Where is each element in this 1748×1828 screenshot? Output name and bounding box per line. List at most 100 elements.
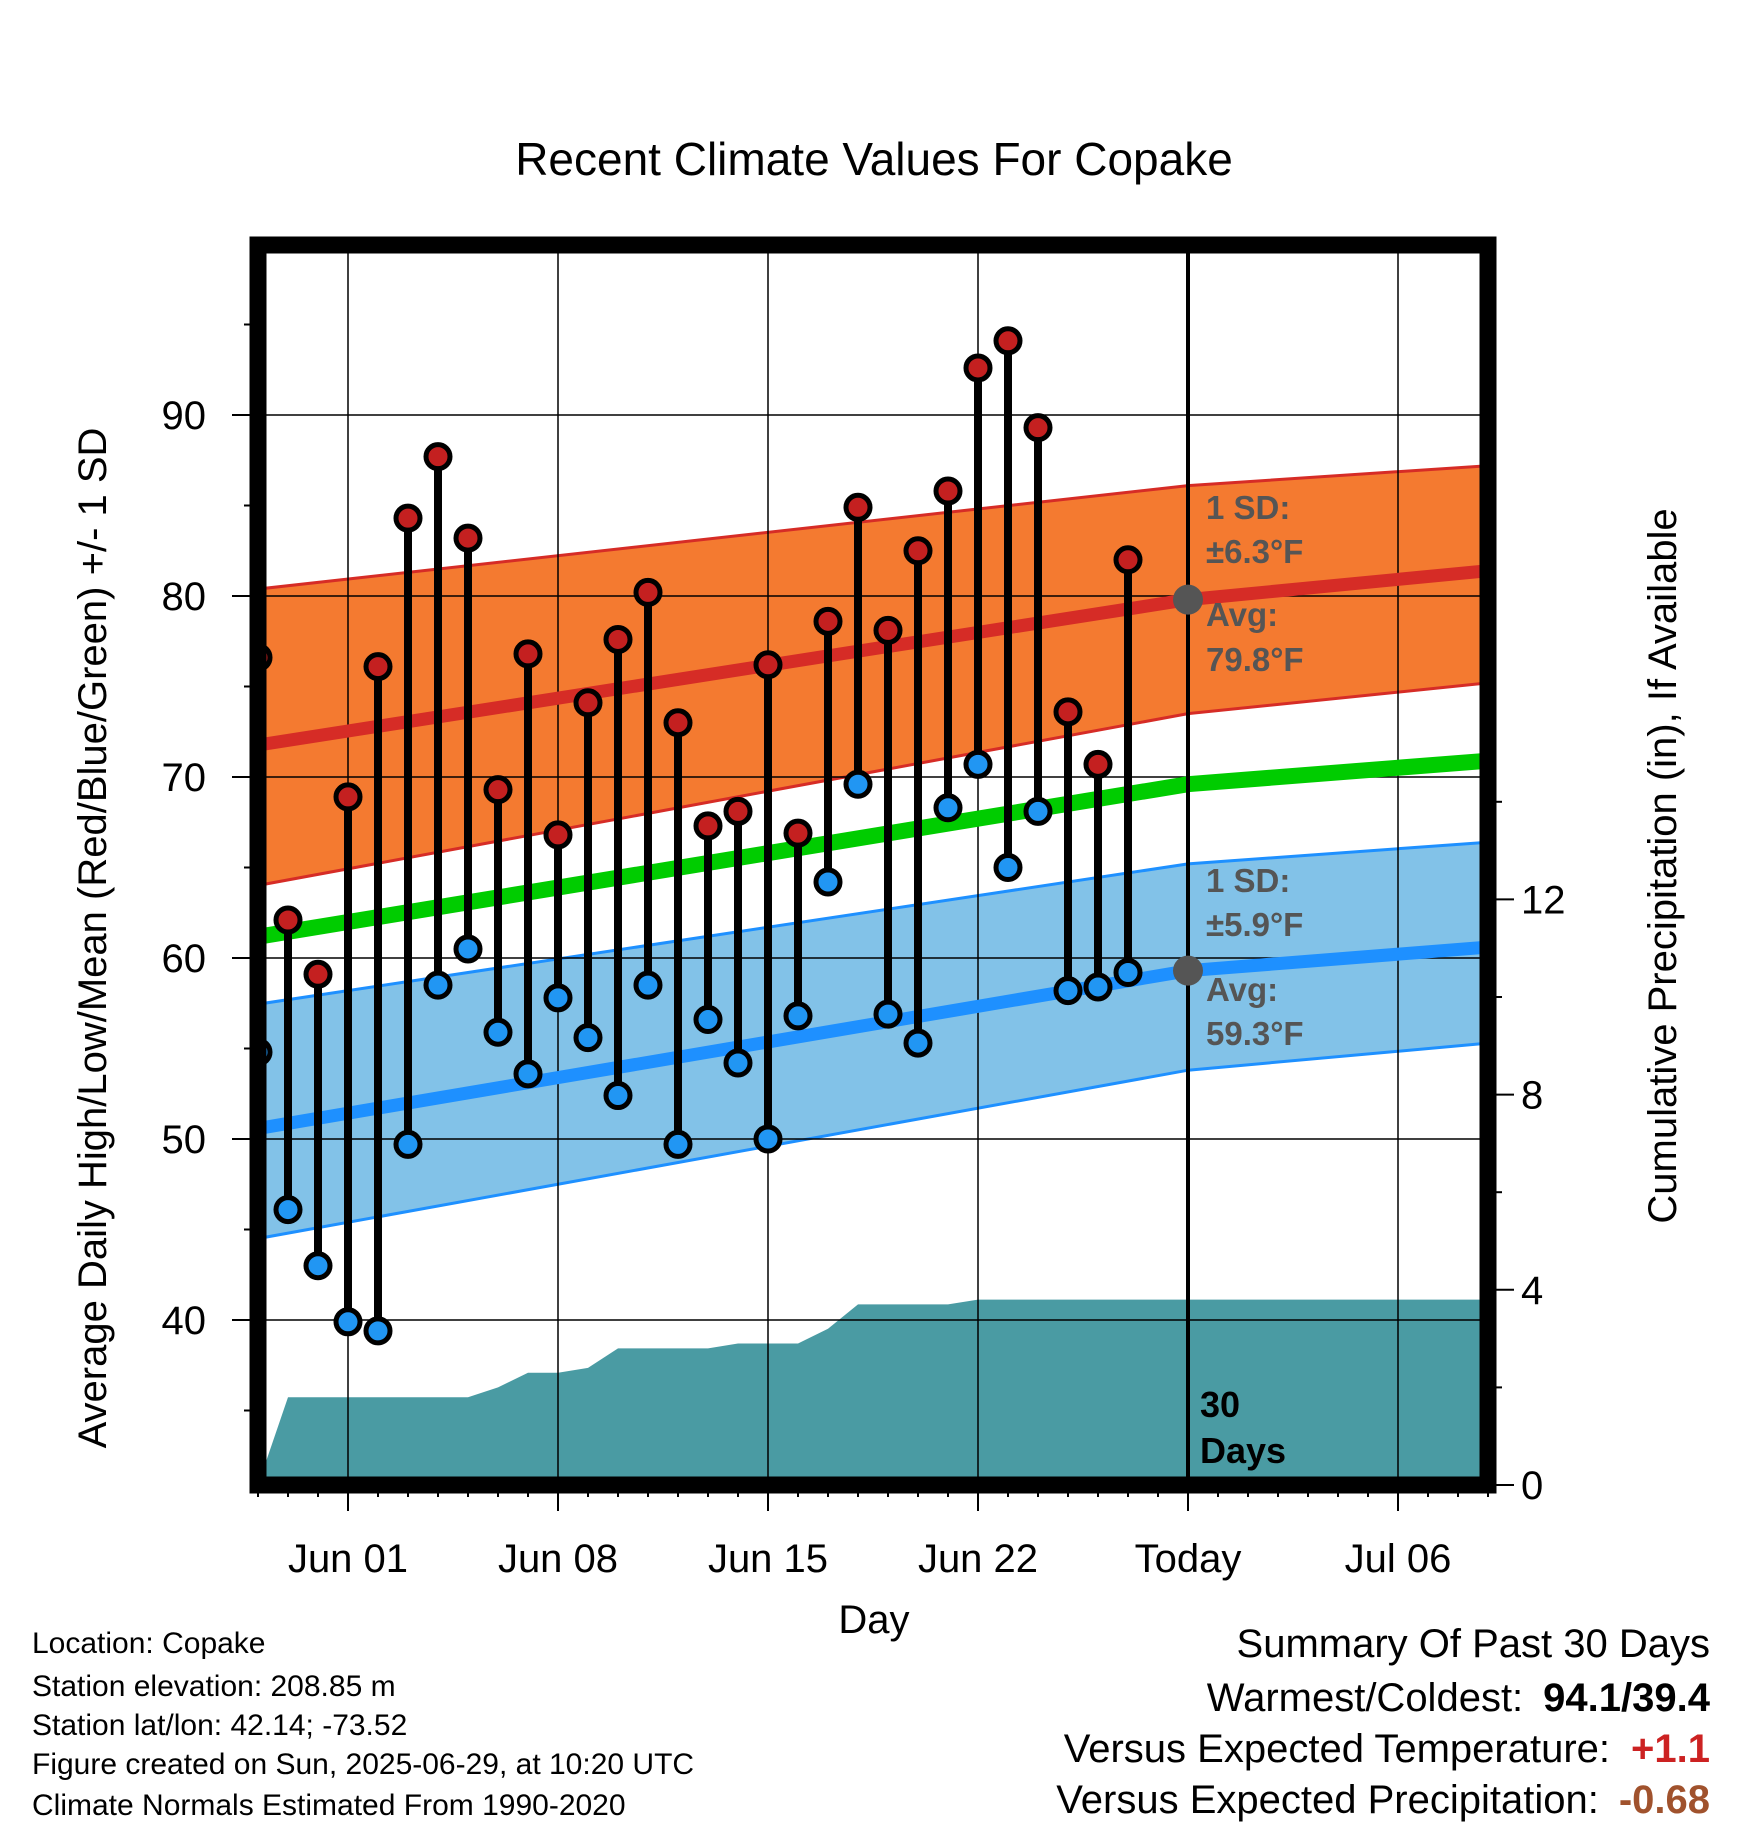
y-axis-label: Average Daily High/Low/Mean (Red/Blue/Gr… xyxy=(71,428,115,1449)
precipitation-area xyxy=(258,1299,1488,1485)
daily-low-point xyxy=(513,1059,543,1089)
daily-high-point xyxy=(633,577,663,607)
summary-warmest-value: 94.1/39.4 xyxy=(1543,1676,1710,1720)
high-sd-label: 1 SD: xyxy=(1206,489,1290,526)
daily-low-point xyxy=(693,1005,723,1035)
today-high-avg-marker xyxy=(1173,584,1203,615)
daily-high-point xyxy=(483,775,513,805)
y2-tick-label: 0 xyxy=(1521,1464,1543,1508)
y2-tick-label: 4 xyxy=(1521,1269,1543,1313)
daily-low-point xyxy=(483,1017,513,1047)
days-label-number: 30 xyxy=(1200,1384,1240,1425)
daily-low-point xyxy=(603,1081,633,1111)
daily-high-point xyxy=(333,782,363,812)
summary-temp-label: Versus Expected Temperature: xyxy=(1063,1727,1610,1771)
summary-precip-row: Versus Expected Precipitation: -0.68 xyxy=(1056,1780,1710,1820)
daily-low-point xyxy=(723,1048,753,1078)
info-latlon: Station lat/lon: 42.14; -73.52 xyxy=(32,1709,408,1742)
daily-low-point xyxy=(273,1195,303,1225)
daily-high-point xyxy=(603,624,633,654)
daily-high-point xyxy=(453,523,483,553)
summary-temp-row: Versus Expected Temperature: +1.1 xyxy=(1064,1729,1710,1769)
daily-high-point xyxy=(513,639,543,669)
y-tick-label: 90 xyxy=(162,394,207,438)
plot-inner xyxy=(258,245,1488,1485)
y-tick-label: 60 xyxy=(162,937,207,981)
y2-tick-label: 12 xyxy=(1521,878,1566,922)
info-normals: Climate Normals Estimated From 1990-2020 xyxy=(32,1789,626,1822)
daily-low-point xyxy=(1023,796,1053,826)
daily-low-point xyxy=(1083,972,1113,1002)
daily-low-point xyxy=(333,1307,363,1337)
high-sd-band xyxy=(258,465,1488,886)
today-low-avg-marker xyxy=(1173,955,1203,986)
daily-low-point xyxy=(993,853,1023,882)
daily-high-point xyxy=(1053,697,1083,727)
daily-low-point xyxy=(363,1316,393,1346)
y2-axis-label: Cumulative Precipitation (in), If Availa… xyxy=(1641,508,1685,1223)
daily-high-point xyxy=(1113,545,1143,575)
low-sd-value: ±5.9°F xyxy=(1206,906,1303,943)
daily-high-point xyxy=(753,650,783,680)
daily-low-point xyxy=(633,970,663,1000)
daily-high-point xyxy=(723,796,753,826)
daily-low-point xyxy=(303,1251,333,1281)
daily-high-point xyxy=(933,476,963,506)
summary-temp-value: +1.1 xyxy=(1631,1727,1710,1771)
y-tick-label: 70 xyxy=(162,756,207,800)
daily-low-point xyxy=(1053,976,1083,1006)
high-avg-label: Avg: xyxy=(1206,596,1278,633)
low-avg-label: Avg: xyxy=(1206,971,1278,1008)
info-elevation: Station elevation: 208.85 m xyxy=(32,1670,396,1703)
daily-low-point xyxy=(573,1023,603,1053)
daily-low-point xyxy=(813,867,843,897)
daily-high-point xyxy=(903,536,933,566)
x-axis-label: Day xyxy=(838,1598,909,1642)
high-sd-value: ±6.3°F xyxy=(1206,533,1303,570)
daily-high-point xyxy=(1023,413,1053,443)
daily-low-point xyxy=(843,769,873,799)
daily-high-point xyxy=(363,652,393,682)
plot-area: 1 SD: ±6.3°F Avg: 79.8°F 1 SD: ±5.9°F Avg: 59.3… xyxy=(162,236,1566,1581)
daily-high-point xyxy=(423,442,453,472)
y-tick-label: 50 xyxy=(162,1118,207,1162)
daily-high-point xyxy=(273,905,303,935)
daily-high-point xyxy=(303,959,333,989)
daily-high-point xyxy=(663,708,693,738)
info-created: Figure created on Sun, 2025-06-29, at 10… xyxy=(32,1748,695,1781)
daily-high-point xyxy=(573,688,603,718)
chart-title: Recent Climate Values For Copake xyxy=(515,133,1233,185)
summary-warmest-row: Warmest/Coldest: 94.1/39.4 xyxy=(1207,1678,1710,1718)
y2-tick-label: 8 xyxy=(1521,1074,1543,1118)
daily-low-point xyxy=(393,1129,423,1159)
y-tick-label: 80 xyxy=(162,575,207,619)
daily-low-point xyxy=(1113,957,1143,987)
daily-high-point xyxy=(813,606,843,636)
daily-high-point xyxy=(783,818,813,848)
daily-low-point xyxy=(903,1028,933,1058)
daily-low-point xyxy=(963,749,993,779)
daily-high-point xyxy=(873,615,903,645)
daily-high-point xyxy=(963,353,993,383)
info-location: Location: Copake xyxy=(32,1627,266,1660)
daily-low-point xyxy=(423,970,453,1000)
daily-high-point xyxy=(543,820,573,850)
high-avg-value: 79.8°F xyxy=(1206,641,1304,678)
summary-warmest-label: Warmest/Coldest: xyxy=(1206,1676,1524,1720)
daily-low-point xyxy=(873,999,903,1029)
daily-high-point xyxy=(1083,749,1113,779)
x-tick-label: Jun 01 xyxy=(288,1537,408,1581)
daily-high-point xyxy=(393,503,423,533)
daily-low-point xyxy=(933,793,963,823)
daily-low-point xyxy=(543,983,573,1013)
x-tick-label: Jun 15 xyxy=(708,1537,828,1581)
daily-low-point xyxy=(753,1124,783,1154)
daily-low-point xyxy=(453,934,483,964)
daily-low-point xyxy=(663,1129,693,1159)
low-avg-value: 59.3°F xyxy=(1206,1015,1304,1052)
plot-frame xyxy=(249,236,1497,1494)
summary-precip-label: Versus Expected Precipitation: xyxy=(1056,1778,1599,1822)
summary-precip-value: -0.68 xyxy=(1618,1778,1710,1822)
days-label-word: Days xyxy=(1200,1430,1286,1471)
